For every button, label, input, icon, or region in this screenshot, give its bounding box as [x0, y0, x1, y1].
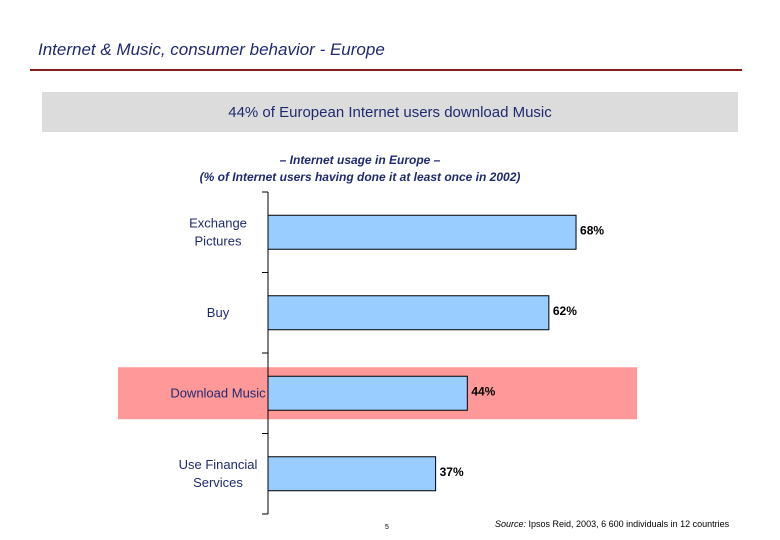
chart-title-line-2: (% of Internet users having done it at l…: [199, 170, 521, 184]
banner-text: 44% of European Internet users download …: [228, 103, 552, 121]
category-label: Download Music: [170, 385, 266, 400]
title-divider: [30, 69, 742, 71]
category-label: Pictures: [195, 233, 242, 248]
value-label: 44%: [471, 384, 495, 398]
category-label: Exchange: [189, 215, 247, 230]
category-label: Services: [193, 475, 243, 490]
bar: [267, 456, 437, 492]
slide-title: Internet & Music, consumer behavior - Eu…: [38, 40, 385, 59]
bar: [267, 375, 468, 411]
value-label: 37%: [440, 465, 464, 479]
source-text: Ipsos Reid, 2003, 6 600 individuals in 1…: [526, 519, 730, 529]
chart-title-line-1: – Internet usage in Europe –: [279, 153, 441, 167]
source-label: Source:: [495, 519, 527, 529]
source-note: Source: Ipsos Reid, 2003, 6 600 individu…: [495, 519, 729, 529]
category-label: Buy: [207, 305, 230, 320]
value-label: 68%: [580, 223, 604, 237]
page-number: 5: [385, 524, 389, 531]
category-label: Use Financial: [179, 457, 258, 472]
chart-title: – Internet usage in Europe – (% of Inter…: [140, 152, 580, 186]
bar: [267, 295, 550, 331]
value-label: 62%: [553, 304, 577, 318]
bar: [267, 214, 577, 250]
headline-banner: 44% of European Internet users download …: [42, 92, 738, 132]
